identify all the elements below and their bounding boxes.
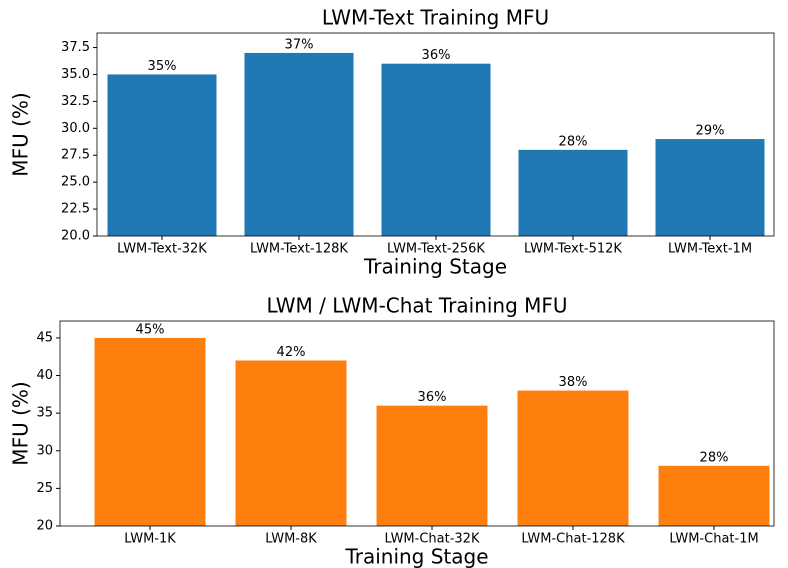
bar [658, 465, 770, 526]
value-label: 36% [422, 48, 451, 63]
x-tick-label: LWM-Text-256K [387, 242, 485, 257]
plot-frame [59, 320, 775, 527]
plot-frame [96, 32, 775, 237]
bar [235, 360, 347, 526]
x-tick-label: LWM-Chat-32K [385, 532, 480, 547]
bar [517, 390, 629, 526]
chart-title: LWM-Text Training MFU [322, 6, 549, 30]
chart-title: LWM / LWM-Chat Training MFU [266, 294, 567, 318]
x-tick-label: LWM-Text-512K [524, 242, 622, 257]
y-tick-label: 45 [36, 330, 53, 345]
y-tick-label: 30.0 [61, 121, 90, 136]
value-label: 29% [696, 124, 725, 139]
y-tick-label: 20.0 [61, 229, 90, 244]
value-label: 37% [285, 37, 314, 52]
y-tick-label: 20 [36, 519, 53, 534]
value-label: 28% [559, 134, 588, 149]
y-axis-label: MFU (%) [9, 381, 33, 465]
bar [376, 405, 488, 526]
x-tick-label: LWM-Chat-128K [521, 532, 625, 547]
y-tick-label: 32.5 [61, 94, 90, 109]
x-tick-label: LWM-Text-1M [668, 242, 752, 257]
bar [518, 149, 628, 236]
y-tick-label: 25.0 [61, 175, 90, 190]
bar [107, 74, 217, 236]
bar [655, 139, 765, 236]
y-tick-label: 40 [36, 368, 53, 383]
y-tick-label: 30 [36, 443, 53, 458]
bar [381, 63, 491, 236]
value-label: 45% [136, 322, 165, 337]
y-tick-label: 22.5 [61, 202, 90, 217]
x-tick-label: LWM-1K [124, 532, 176, 547]
value-label: 36% [418, 390, 447, 405]
y-tick-label: 35 [36, 406, 53, 421]
bar [244, 52, 354, 236]
value-label: 42% [277, 345, 306, 360]
x-tick-label: LWM-Text-128K [250, 242, 348, 257]
y-tick-label: 25 [36, 481, 53, 496]
y-tick-label: 35.0 [61, 67, 90, 82]
x-axis-label: Training Stage [344, 545, 488, 568]
value-label: 38% [559, 375, 588, 390]
x-tick-label: LWM-8K [265, 532, 317, 547]
y-axis-label: MFU (%) [9, 92, 33, 176]
bar [94, 337, 206, 526]
y-tick-label: 37.5 [61, 40, 90, 55]
x-axis-label: Training Stage [363, 255, 507, 279]
value-label: 35% [148, 59, 177, 74]
value-label: 28% [700, 450, 729, 465]
x-tick-label: LWM-Text-32K [117, 242, 207, 257]
x-tick-label: LWM-Chat-1M [669, 532, 758, 547]
y-tick-label: 27.5 [61, 148, 90, 163]
